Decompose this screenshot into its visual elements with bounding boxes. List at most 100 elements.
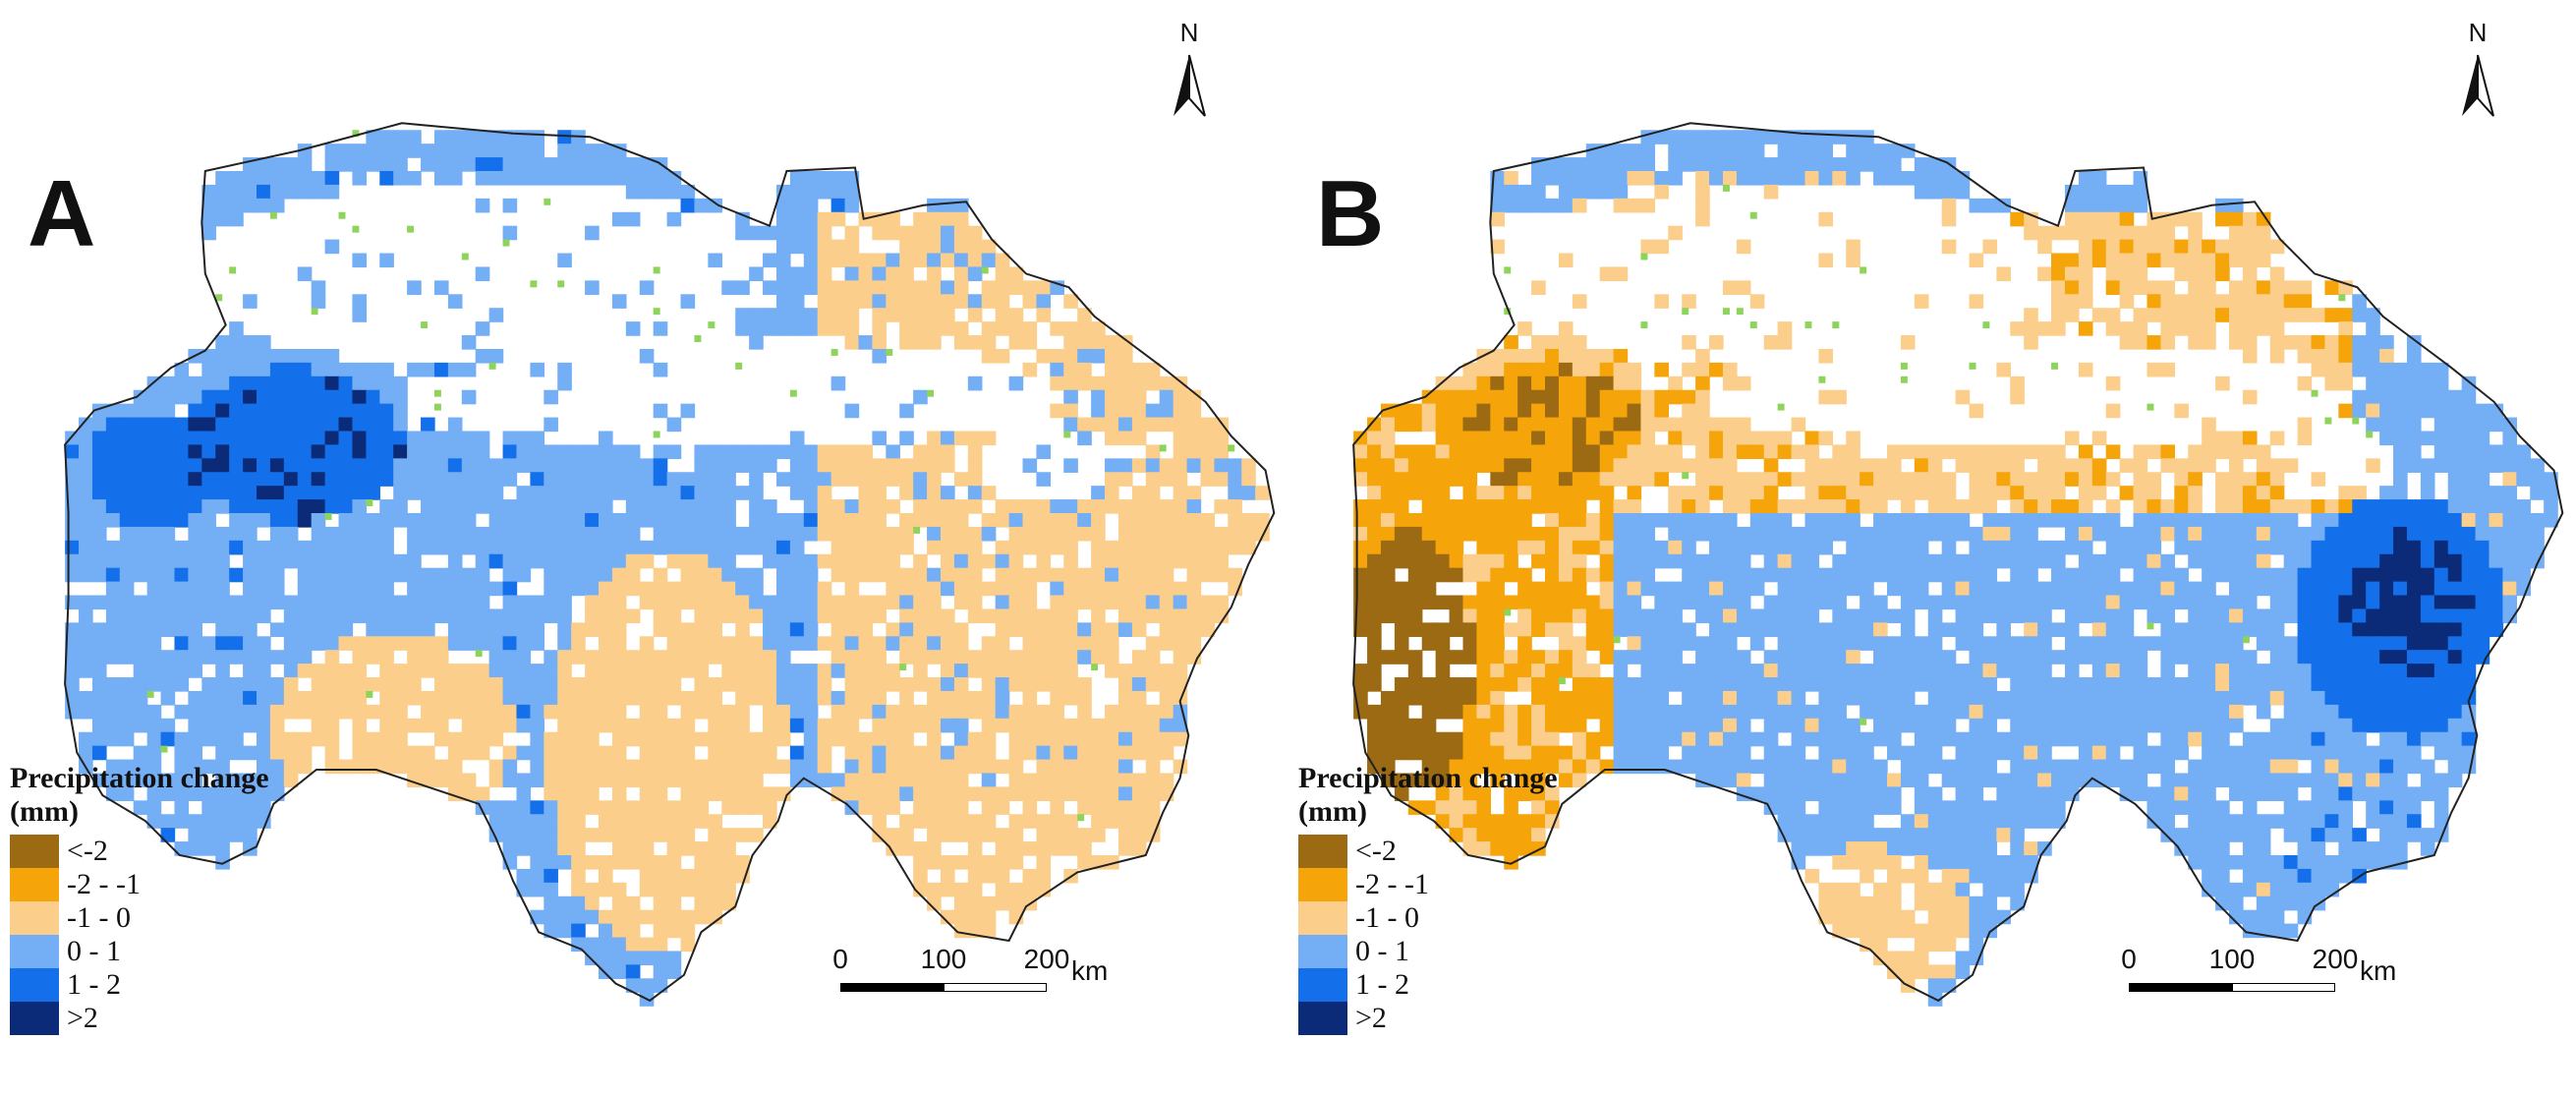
raster-cell	[1504, 171, 1518, 186]
raster-cell	[2311, 389, 2318, 397]
raster-cell	[2256, 321, 2271, 336]
raster-cell	[1077, 759, 1092, 775]
raster-cell	[1449, 622, 1464, 637]
raster-cell	[639, 855, 655, 870]
raster-cell	[502, 499, 518, 514]
raster-cell	[79, 664, 93, 678]
raster-cell	[379, 417, 394, 433]
raster-cell	[1091, 622, 1106, 637]
raster-cell	[283, 731, 299, 747]
raster-cell	[1613, 198, 1629, 213]
raster-cell	[858, 526, 874, 542]
raster-cell	[1228, 472, 1242, 487]
raster-cell	[2133, 458, 2148, 473]
raster-cell	[899, 431, 914, 446]
raster-cell	[393, 731, 408, 747]
raster-cell	[1927, 664, 1943, 678]
raster-cell	[1462, 486, 1478, 500]
raster-cell	[65, 540, 80, 555]
raster-cell	[2010, 526, 2025, 542]
raster-cell	[269, 690, 285, 706]
raster-cell	[393, 553, 408, 569]
raster-cell	[229, 211, 244, 227]
raster-cell	[1105, 389, 1119, 405]
raster-cell	[1091, 403, 1106, 419]
raster-cell	[2147, 294, 2162, 309]
raster-cell	[886, 636, 900, 651]
raster-cell	[1200, 595, 1216, 610]
raster-cell	[899, 786, 914, 802]
raster-cell	[1682, 595, 1696, 610]
raster-cell	[1036, 348, 1052, 364]
raster-cell	[1117, 513, 1133, 528]
raster-cell	[858, 444, 874, 460]
raster-cell	[2256, 472, 2271, 487]
raster-cell	[899, 294, 914, 309]
raster-cell	[1022, 677, 1038, 692]
raster-cell	[789, 608, 805, 624]
raster-cell	[2352, 677, 2367, 692]
raster-cell	[1982, 704, 1998, 720]
raster-cell	[1749, 144, 1765, 158]
raster-cell	[1159, 417, 1174, 433]
raster-cell	[1832, 690, 1847, 706]
raster-cell	[749, 581, 764, 597]
raster-cell	[1545, 458, 1560, 473]
raster-cell	[2420, 486, 2435, 500]
raster-cell	[1117, 608, 1133, 624]
raster-cell	[2242, 553, 2258, 569]
raster-cell	[1022, 664, 1038, 678]
raster-cell	[953, 704, 969, 720]
raster-cell	[749, 567, 764, 583]
raster-cell	[1832, 704, 1847, 720]
raster-cell	[763, 321, 777, 336]
raster-cell	[1804, 526, 1820, 542]
raster-cell	[872, 513, 887, 528]
raster-cell	[1818, 650, 1834, 665]
legend-unit: (mm)	[10, 795, 79, 828]
raster-cell	[433, 431, 449, 446]
raster-cell	[1558, 513, 1574, 528]
raster-cell	[544, 704, 558, 720]
raster-cell	[749, 828, 764, 842]
raster-cell	[1709, 472, 1724, 487]
raster-cell	[447, 636, 463, 651]
raster-cell	[1599, 690, 1615, 706]
raster-cell	[2516, 553, 2531, 569]
raster-cell	[2078, 704, 2093, 720]
raster-cell	[1613, 403, 1629, 419]
raster-cell	[1517, 622, 1532, 637]
raster-cell	[352, 157, 368, 172]
raster-cell	[188, 458, 203, 473]
raster-cell	[1627, 362, 1642, 377]
raster-cell	[694, 704, 710, 720]
raster-cell	[461, 144, 477, 158]
raster-cell	[680, 540, 696, 555]
raster-cell	[2379, 553, 2394, 569]
raster-cell	[708, 540, 722, 555]
raster-cell	[2433, 540, 2449, 555]
raster-cell	[352, 581, 368, 597]
raster-cell	[544, 759, 558, 775]
raster-cell	[749, 266, 764, 282]
raster-cell	[215, 198, 230, 213]
raster-cell	[257, 567, 271, 583]
raster-cell	[2489, 499, 2504, 514]
raster-cell	[1091, 650, 1106, 665]
raster-cell	[352, 664, 368, 678]
raster-cell	[2366, 335, 2380, 350]
raster-cell	[338, 444, 354, 460]
raster-cell	[1008, 499, 1024, 514]
raster-cell	[2516, 540, 2531, 555]
raster-cell	[2051, 266, 2066, 282]
raster-cell	[680, 828, 696, 842]
raster-cell	[2091, 308, 2107, 322]
raster-cell	[694, 664, 710, 678]
raster-cell	[2379, 690, 2394, 706]
raster-cell	[1846, 690, 1860, 706]
raster-cell	[1927, 526, 1943, 542]
raster-cell	[488, 650, 504, 665]
raster-cell	[1818, 130, 1834, 144]
raster-cell	[1804, 486, 1820, 500]
raster-cell	[749, 513, 764, 528]
